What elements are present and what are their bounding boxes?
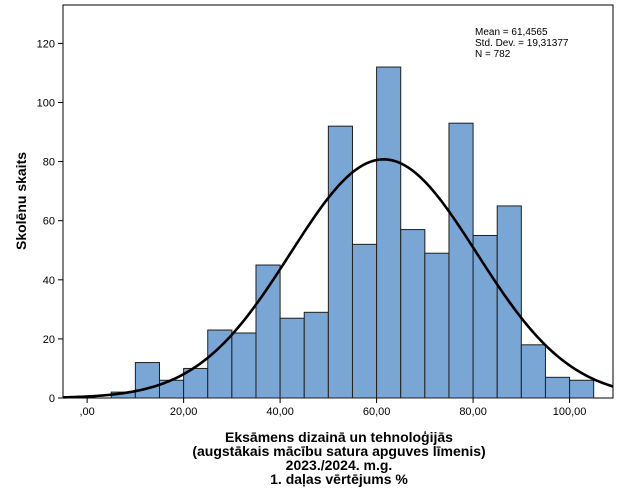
stats-std-dev: Std. Dev. = 19,31377 (475, 38, 569, 49)
histogram-bar-14 (448, 122, 474, 399)
x-axis-title: Eksāmens dizainā un tehnoloģijās (augstā… (192, 429, 485, 487)
histogram-bar-7 (279, 317, 305, 399)
x-tick-label-2: 40,00 (266, 406, 294, 418)
histogram-bar-4 (207, 329, 233, 399)
x-tick-label-4: 80,00 (459, 406, 487, 418)
normal-curve (62, 158, 614, 399)
x-axis-title-line-3: 2023./2024. m.g. (286, 457, 393, 473)
histogram-bar-8 (303, 311, 329, 399)
histogram-bar-1 (134, 362, 160, 399)
y-tick-label-0: 0 (49, 393, 55, 405)
y-tick-label-4: 80 (43, 157, 55, 169)
histogram-bar-15 (472, 234, 498, 399)
x-tick-label-0: ,00 (79, 406, 94, 418)
stats-mean: Mean = 61,4565 (475, 27, 548, 38)
histogram-bar-5 (231, 332, 257, 399)
x-axis-title-line-2: (augstākais mācību satura apguves līmeni… (192, 443, 485, 459)
stats-n: N = 782 (475, 49, 511, 60)
histogram-bar-17 (520, 344, 546, 399)
y-tick-label-3: 60 (43, 216, 55, 228)
y-tick-label-2: 40 (43, 275, 55, 287)
bars-group (110, 66, 595, 399)
histogram-bar-9 (327, 125, 353, 399)
x-tick-label-3: 60,00 (363, 406, 391, 418)
histogram-bar-10 (351, 243, 378, 399)
histogram-bar-18 (544, 376, 571, 399)
y-tick-label-6: 120 (37, 38, 55, 50)
histogram-bar-11 (376, 66, 402, 399)
y-tick-label-5: 100 (37, 98, 55, 110)
x-tick-label-1: 20,00 (170, 406, 198, 418)
histogram-bar-19 (569, 379, 595, 399)
x-axis-title-line-4: 1. daļas vērtējums % (270, 471, 408, 487)
histogram-bar-6 (255, 264, 281, 399)
histogram-bar-13 (424, 252, 450, 399)
stats-box: Mean = 61,4565 Std. Dev. = 19,31377 N = … (475, 27, 569, 60)
x-axis-ticks: ,00 20,00 40,00 60,00 80,00 100,00 (79, 398, 586, 418)
x-tick-label-5: 100,00 (553, 406, 587, 418)
y-axis-title: Skolēnu skaits (13, 152, 29, 250)
histogram-bar-12 (400, 229, 426, 399)
y-tick-label-1: 20 (43, 334, 55, 346)
x-axis-title-line-1: Eksāmens dizainā un tehnoloģijās (225, 429, 453, 445)
y-axis-ticks: 0 20 40 60 80 100 120 (37, 38, 63, 405)
